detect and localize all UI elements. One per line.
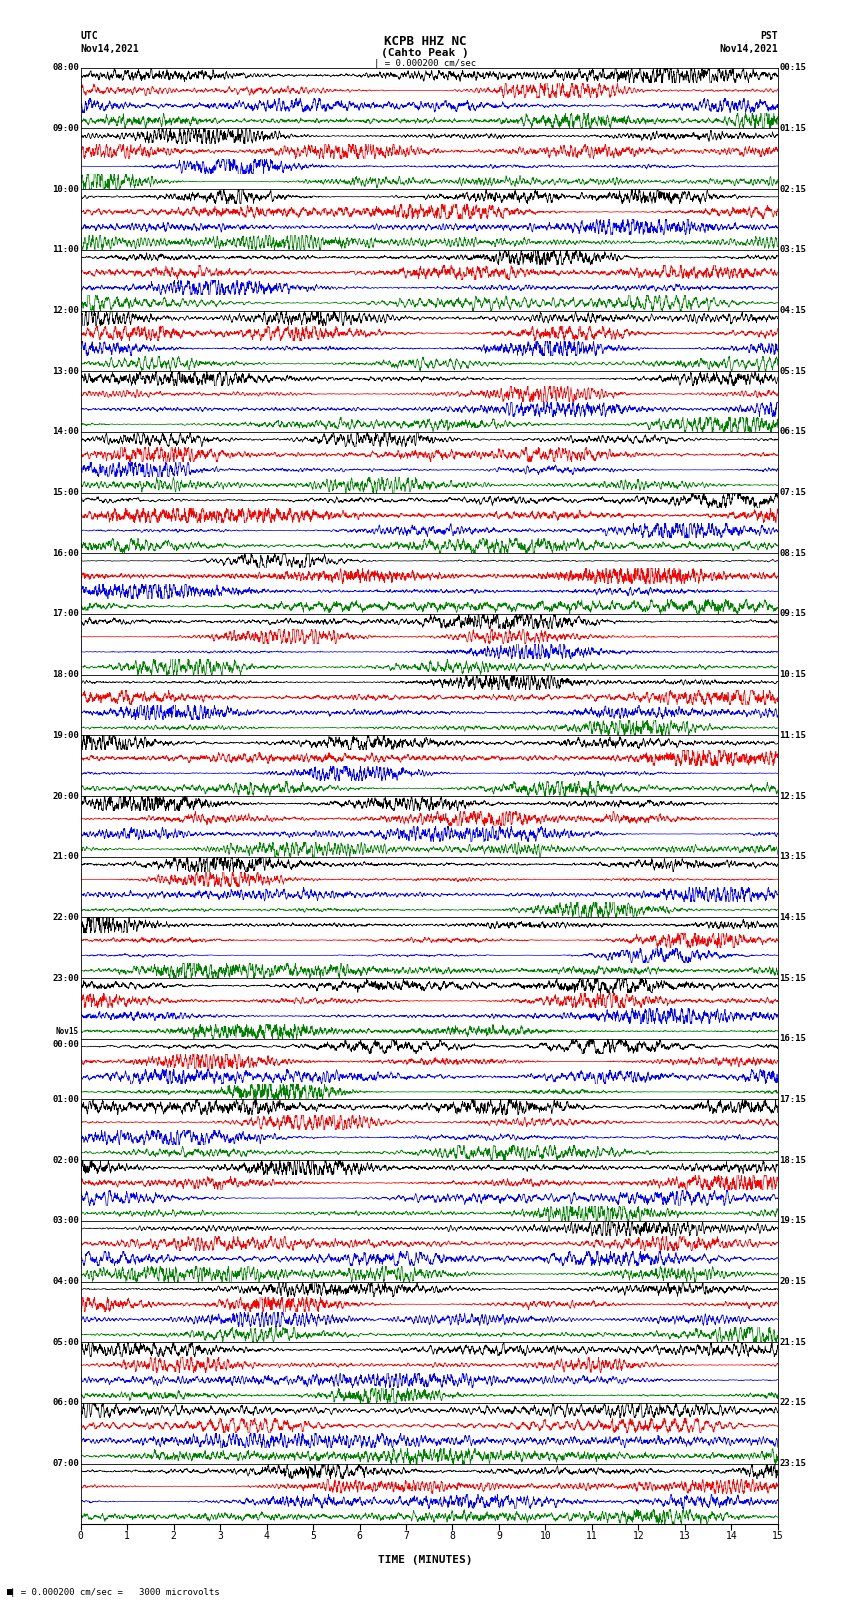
Text: | = 0.000200 cm/sec: | = 0.000200 cm/sec (374, 60, 476, 68)
Text: 22:15: 22:15 (779, 1398, 807, 1408)
Text: 11:15: 11:15 (779, 731, 807, 740)
Text: 02:00: 02:00 (52, 1155, 79, 1165)
Text: 23:15: 23:15 (779, 1460, 807, 1468)
Text: 09:15: 09:15 (779, 610, 807, 618)
Text: 15:15: 15:15 (779, 974, 807, 982)
Text: 04:00: 04:00 (52, 1277, 79, 1286)
Text: 03:00: 03:00 (52, 1216, 79, 1226)
Text: Nov15: Nov15 (56, 1026, 79, 1036)
Text: 20:15: 20:15 (779, 1277, 807, 1286)
Text: 10:15: 10:15 (779, 669, 807, 679)
Text: 04:15: 04:15 (779, 306, 807, 315)
Text: TIME (MINUTES): TIME (MINUTES) (377, 1555, 473, 1565)
Text: 00:00: 00:00 (52, 1040, 79, 1050)
Text: 11:00: 11:00 (52, 245, 79, 255)
Text: 01:15: 01:15 (779, 124, 807, 132)
Text: 00:15: 00:15 (779, 63, 807, 73)
Text: 07:00: 07:00 (52, 1460, 79, 1468)
Text: 13:15: 13:15 (779, 852, 807, 861)
Text: KCPB HHZ NC: KCPB HHZ NC (383, 34, 467, 48)
Text: Nov14,2021: Nov14,2021 (81, 44, 139, 55)
Text: 17:15: 17:15 (779, 1095, 807, 1103)
Text: 03:15: 03:15 (779, 245, 807, 255)
Text: 05:00: 05:00 (52, 1337, 79, 1347)
Text: 16:15: 16:15 (779, 1034, 807, 1044)
Text: UTC: UTC (81, 31, 99, 42)
Text: 17:00: 17:00 (52, 610, 79, 618)
Text: 12:15: 12:15 (779, 792, 807, 800)
Text: 06:15: 06:15 (779, 427, 807, 437)
Text: 22:00: 22:00 (52, 913, 79, 923)
Text: 08:15: 08:15 (779, 548, 807, 558)
Text: PST: PST (760, 31, 778, 42)
Text: 16:00: 16:00 (52, 548, 79, 558)
Text: 23:00: 23:00 (52, 974, 79, 982)
Text: 06:00: 06:00 (52, 1398, 79, 1408)
Text: 13:00: 13:00 (52, 366, 79, 376)
Text: 12:00: 12:00 (52, 306, 79, 315)
Text: 18:00: 18:00 (52, 669, 79, 679)
Text: 01:00: 01:00 (52, 1095, 79, 1103)
Text: ■: ■ (7, 1587, 13, 1597)
Text: (Cahto Peak ): (Cahto Peak ) (381, 48, 469, 58)
Text: 02:15: 02:15 (779, 184, 807, 194)
Text: 20:00: 20:00 (52, 792, 79, 800)
Text: Nov14,2021: Nov14,2021 (719, 44, 778, 55)
Text: 19:00: 19:00 (52, 731, 79, 740)
Text: 21:00: 21:00 (52, 852, 79, 861)
Text: 08:00: 08:00 (52, 63, 79, 73)
Text: 14:00: 14:00 (52, 427, 79, 437)
Text: 14:15: 14:15 (779, 913, 807, 923)
Text: 18:15: 18:15 (779, 1155, 807, 1165)
Text: | = 0.000200 cm/sec =   3000 microvolts: | = 0.000200 cm/sec = 3000 microvolts (10, 1587, 220, 1597)
Text: 19:15: 19:15 (779, 1216, 807, 1226)
Text: 07:15: 07:15 (779, 489, 807, 497)
Text: 09:00: 09:00 (52, 124, 79, 132)
Text: 15:00: 15:00 (52, 489, 79, 497)
Text: 05:15: 05:15 (779, 366, 807, 376)
Text: 21:15: 21:15 (779, 1337, 807, 1347)
Text: 10:00: 10:00 (52, 184, 79, 194)
